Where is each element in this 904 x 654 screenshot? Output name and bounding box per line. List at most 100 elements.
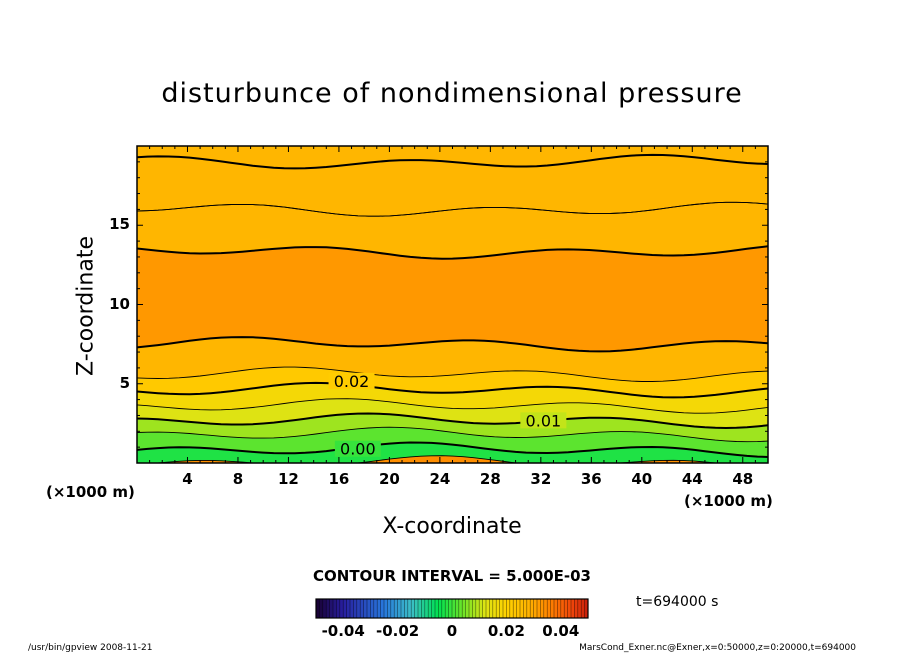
colorbar-tick-label: -0.02 bbox=[375, 622, 420, 640]
colorbar-cell bbox=[462, 599, 467, 618]
colorbar-tick-label: 0.02 bbox=[487, 622, 525, 640]
colorbar-cell bbox=[356, 599, 361, 618]
contour-label-bg bbox=[328, 372, 375, 389]
contour-line bbox=[136, 381, 769, 399]
time-label: t=694000 s bbox=[636, 594, 719, 610]
colorbar-cell bbox=[530, 599, 535, 618]
x-tick-label: 20 bbox=[378, 470, 400, 488]
plot-area: 0.02 0.01 0.00 bbox=[136, 145, 769, 464]
colorbar-cell bbox=[421, 599, 426, 618]
footer-left: /usr/bin/gpview 2008-11-21 bbox=[28, 643, 153, 653]
colorbar-cell bbox=[506, 599, 511, 618]
colorbar-cell bbox=[424, 599, 429, 618]
colorbar-cell bbox=[370, 599, 375, 618]
colorbar-cell bbox=[574, 599, 579, 618]
colorbar-cell bbox=[472, 599, 477, 618]
colorbar-cell bbox=[418, 599, 422, 618]
colorbar-cell bbox=[377, 599, 382, 618]
colorbar-cell bbox=[537, 599, 541, 618]
colorbar-cell bbox=[333, 599, 337, 618]
x-tick-label: 24 bbox=[429, 470, 451, 488]
contour-line bbox=[136, 366, 769, 382]
contour-line bbox=[136, 412, 769, 430]
colorbar-cell bbox=[394, 599, 399, 618]
colorbar-cell bbox=[363, 599, 368, 618]
contour-line bbox=[136, 153, 769, 170]
colorbar-cell bbox=[329, 599, 334, 618]
colorbar-cell bbox=[499, 599, 504, 618]
colorbar-cell bbox=[567, 599, 572, 618]
x-tick-label: 32 bbox=[530, 470, 552, 488]
colorbar-cell bbox=[577, 599, 582, 618]
colorbar-cell bbox=[489, 599, 494, 618]
colorbar-cell bbox=[543, 599, 548, 618]
colorbar-cell bbox=[482, 599, 487, 618]
colorbar-cell bbox=[414, 599, 419, 618]
x-tick-label: 4 bbox=[182, 470, 193, 488]
colorbar-cell bbox=[404, 599, 409, 618]
y-tick-label: 5 bbox=[119, 373, 130, 392]
chart-title: disturbunce of nondimensional pressure bbox=[161, 78, 743, 109]
contour-label: 0.02 bbox=[334, 372, 370, 391]
colorbar-cell bbox=[486, 599, 490, 618]
colorbar-cell bbox=[384, 599, 388, 618]
colorbar-cell bbox=[465, 599, 470, 618]
colorbar-cell bbox=[479, 599, 484, 618]
x-tick-label: 12 bbox=[278, 470, 299, 488]
contour-line bbox=[136, 398, 769, 414]
colorbar-cell bbox=[455, 599, 460, 618]
colorbar-cell bbox=[520, 599, 524, 618]
colorbar-cell bbox=[316, 599, 320, 618]
contour-band bbox=[137, 146, 768, 259]
colorbar-tick-label: -0.04 bbox=[321, 622, 365, 640]
colorbar-cell bbox=[554, 599, 558, 618]
colorbar-cell bbox=[373, 599, 378, 618]
colorbar-cell bbox=[469, 599, 473, 618]
colorbar-cell bbox=[557, 599, 562, 618]
colorbar-cell bbox=[353, 599, 358, 618]
colorbar-cell bbox=[428, 599, 433, 618]
x-tick-label: 40 bbox=[631, 470, 653, 488]
x-tick-label: 28 bbox=[479, 470, 501, 488]
colorbar-cell bbox=[448, 599, 453, 618]
contour-line bbox=[136, 426, 769, 443]
contour-label-bg bbox=[520, 412, 567, 429]
colorbar-cell bbox=[445, 599, 450, 618]
colorbar-cell bbox=[475, 599, 480, 618]
footer-right: MarsCond_Exner.nc@Exner,x=0:50000,z=0:20… bbox=[579, 643, 856, 653]
x-tick-label: 36 bbox=[580, 470, 602, 488]
colorbar-cell bbox=[390, 599, 395, 618]
contour-label: 0.01 bbox=[526, 411, 562, 430]
x-tick-label: 44 bbox=[681, 470, 703, 488]
contour-label: 0.00 bbox=[340, 440, 376, 459]
x-tick-label: 48 bbox=[732, 470, 754, 488]
colorbar-cell bbox=[523, 599, 528, 618]
colorbar-tick-label: 0.04 bbox=[542, 622, 580, 640]
colorbar-cell bbox=[571, 599, 575, 618]
colorbar-cell bbox=[343, 599, 348, 618]
colorbar-cell bbox=[326, 599, 331, 618]
contour-line bbox=[136, 245, 769, 260]
colorbar-cell bbox=[441, 599, 446, 618]
colorbar-cell bbox=[452, 599, 456, 618]
colorbar-cell bbox=[346, 599, 351, 618]
contour-line bbox=[136, 441, 769, 458]
y-tick-label: 15 bbox=[109, 215, 130, 234]
colorbar-cell bbox=[550, 599, 555, 618]
colorbar-cell bbox=[339, 599, 344, 618]
colorbar-cell bbox=[435, 599, 439, 618]
colorbar-cell bbox=[526, 599, 531, 618]
colorbar-cell bbox=[533, 599, 538, 618]
colorbar-cell bbox=[509, 599, 514, 618]
x-axis-label: X-coordinate bbox=[382, 514, 522, 539]
colorbar-cell bbox=[411, 599, 416, 618]
colorbar-cell bbox=[564, 599, 569, 618]
colorbar-cell bbox=[496, 599, 501, 618]
colorbar-cell bbox=[322, 599, 327, 618]
colorbar-cell bbox=[387, 599, 392, 618]
contour-line bbox=[137, 455, 768, 464]
colorbar-frame bbox=[315, 598, 589, 619]
colorbar-cell bbox=[513, 599, 518, 618]
colorbar-cell bbox=[336, 599, 341, 618]
colorbar-cell bbox=[503, 599, 507, 618]
